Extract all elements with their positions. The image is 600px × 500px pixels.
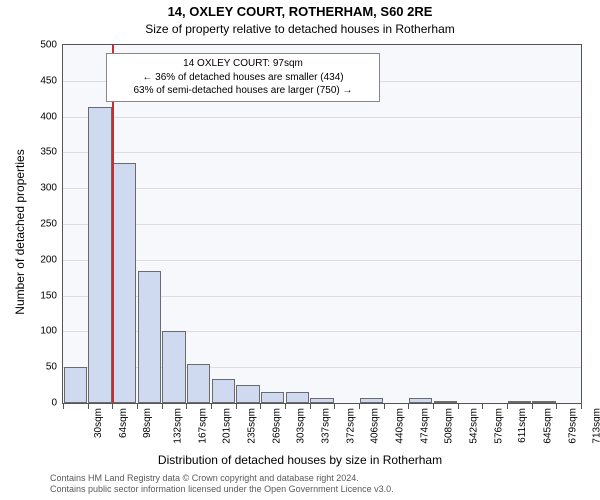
gridline — [63, 188, 581, 189]
y-tick-label: 350 — [40, 147, 57, 158]
annotation-line: ← 36% of detached houses are smaller (43… — [113, 71, 373, 85]
x-tick-mark — [63, 404, 64, 409]
x-tick-label: 235sqm — [247, 408, 258, 444]
x-tick-label: 372sqm — [345, 408, 356, 444]
x-tick-mark — [433, 404, 434, 409]
y-tick-label: 450 — [40, 75, 57, 86]
x-tick-label: 679sqm — [567, 408, 578, 444]
histogram-bar — [113, 163, 136, 403]
x-tick-label: 132sqm — [173, 408, 184, 444]
x-tick-mark — [112, 404, 113, 409]
x-tick-mark — [556, 404, 557, 409]
x-tick-label: 474sqm — [419, 408, 430, 444]
x-tick-label: 98sqm — [142, 408, 153, 438]
y-tick-label: 250 — [40, 219, 57, 230]
histogram-bar — [64, 367, 87, 403]
x-axis-label: Distribution of detached houses by size … — [0, 453, 600, 467]
x-tick-mark — [359, 404, 360, 409]
y-tick-label: 0 — [51, 398, 57, 409]
y-tick-label: 500 — [40, 40, 57, 51]
chart-container: 14, OXLEY COURT, ROTHERHAM, S60 2RE Size… — [0, 0, 600, 500]
x-tick-label: 64sqm — [118, 408, 129, 438]
x-tick-label: 440sqm — [395, 408, 406, 444]
x-tick-label: 645sqm — [543, 408, 554, 444]
x-tick-mark — [236, 404, 237, 409]
annotation-line: 14 OXLEY COURT: 97sqm — [113, 57, 373, 71]
histogram-bar — [212, 379, 235, 403]
histogram-bar — [508, 401, 531, 403]
plot-area: 05010015020025030035040045050030sqm64sqm… — [62, 44, 582, 404]
x-tick-mark — [137, 404, 138, 409]
x-tick-mark — [334, 404, 335, 409]
histogram-bar — [360, 398, 383, 403]
histogram-bar — [434, 401, 457, 403]
attribution-line1: Contains HM Land Registry data © Crown c… — [50, 473, 590, 485]
x-tick-mark — [384, 404, 385, 409]
histogram-bar — [187, 364, 210, 403]
x-tick-mark — [310, 404, 311, 409]
x-tick-label: 576sqm — [493, 408, 504, 444]
x-tick-mark — [408, 404, 409, 409]
x-tick-label: 337sqm — [321, 408, 332, 444]
histogram-bar — [409, 398, 432, 403]
x-tick-label: 406sqm — [370, 408, 381, 444]
x-tick-mark — [88, 404, 89, 409]
y-tick-label: 50 — [46, 362, 57, 373]
histogram-bar — [286, 392, 309, 403]
x-tick-mark — [211, 404, 212, 409]
chart-title-sub: Size of property relative to detached ho… — [0, 22, 600, 36]
gridline — [63, 224, 581, 225]
x-tick-label: 542sqm — [469, 408, 480, 444]
gridline — [63, 117, 581, 118]
histogram-bar — [236, 385, 259, 403]
x-tick-label: 611sqm — [517, 408, 528, 443]
x-tick-mark — [507, 404, 508, 409]
x-tick-label: 201sqm — [222, 408, 233, 444]
y-tick-label: 150 — [40, 290, 57, 301]
x-tick-label: 508sqm — [444, 408, 455, 444]
histogram-bar — [310, 398, 333, 403]
attribution-text: Contains HM Land Registry data © Crown c… — [50, 473, 590, 496]
x-tick-label: 30sqm — [93, 408, 104, 438]
histogram-bar — [532, 401, 555, 403]
x-tick-mark — [186, 404, 187, 409]
y-axis-label: Number of detached properties — [13, 132, 27, 332]
y-tick-label: 400 — [40, 111, 57, 122]
gridline — [63, 152, 581, 153]
x-tick-label: 713sqm — [592, 408, 600, 444]
x-tick-mark — [260, 404, 261, 409]
histogram-bar — [162, 331, 185, 403]
histogram-bar — [138, 271, 161, 403]
x-tick-mark — [532, 404, 533, 409]
y-tick-label: 300 — [40, 183, 57, 194]
x-tick-mark — [482, 404, 483, 409]
x-tick-mark — [162, 404, 163, 409]
x-tick-mark — [581, 404, 582, 409]
attribution-line2: Contains public sector information licen… — [50, 484, 590, 496]
gridline — [63, 260, 581, 261]
histogram-bar — [261, 392, 284, 403]
histogram-bar — [88, 107, 111, 403]
x-tick-mark — [458, 404, 459, 409]
annotation-box: 14 OXLEY COURT: 97sqm← 36% of detached h… — [106, 53, 380, 102]
chart-title-main: 14, OXLEY COURT, ROTHERHAM, S60 2RE — [0, 4, 600, 19]
y-tick-label: 200 — [40, 254, 57, 265]
x-tick-label: 269sqm — [271, 408, 282, 444]
x-tick-label: 303sqm — [296, 408, 307, 444]
x-tick-mark — [285, 404, 286, 409]
x-tick-label: 167sqm — [197, 408, 208, 444]
y-tick-label: 100 — [40, 326, 57, 337]
annotation-line: 63% of semi-detached houses are larger (… — [113, 84, 373, 98]
